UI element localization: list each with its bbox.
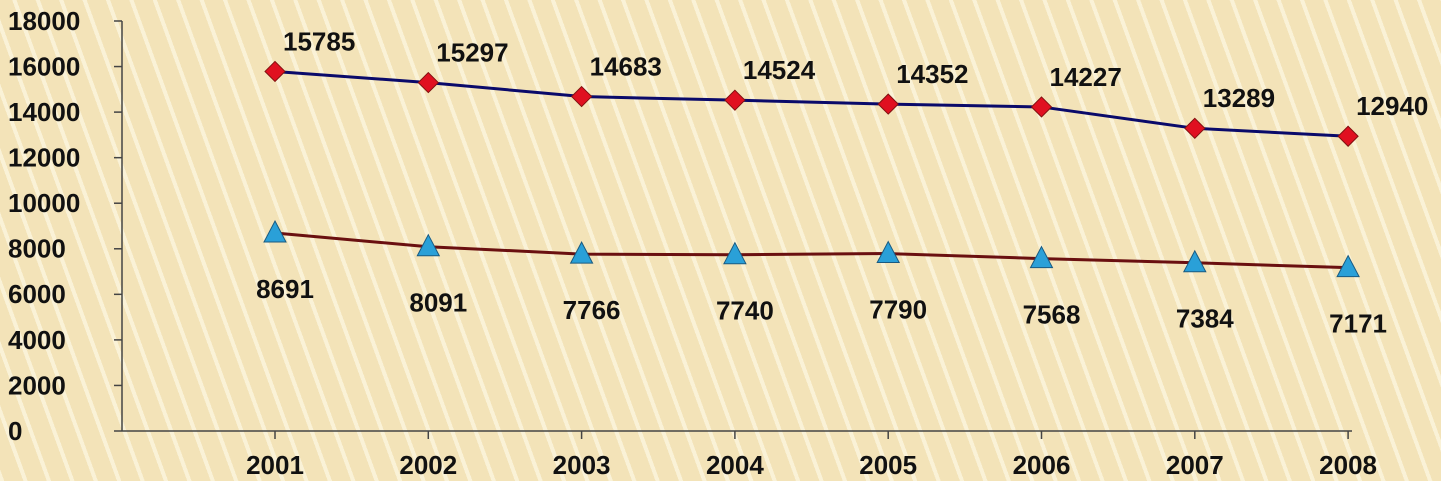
marker [1030, 96, 1053, 118]
marker [417, 71, 440, 94]
marker [723, 241, 747, 265]
y-tick-label: 0 [8, 416, 22, 446]
y-tick-label: 14000 [8, 97, 80, 127]
data-label: 7766 [563, 295, 621, 325]
series-line [274, 231, 1349, 270]
x-tick-label: 2007 [1166, 450, 1224, 480]
x-tick-label: 2004 [706, 450, 764, 480]
marker [263, 219, 287, 243]
marker [877, 93, 899, 115]
y-tick-label: 4000 [8, 325, 66, 355]
y-tick-label: 10000 [8, 188, 80, 218]
data-label: 14227 [1050, 62, 1122, 92]
data-label: 14352 [896, 59, 968, 89]
x-tick-label: 2002 [399, 450, 457, 480]
data-label: 7171 [1329, 309, 1387, 339]
data-label: 7790 [869, 294, 927, 324]
marker [876, 240, 901, 264]
x-tick-label: 2001 [246, 450, 304, 480]
data-label: 13289 [1203, 83, 1275, 113]
marker [416, 233, 441, 257]
x-tick-label: 2003 [553, 450, 611, 480]
data-label: 7740 [716, 296, 774, 326]
x-tick-label: 2008 [1319, 450, 1377, 480]
data-label: 15297 [436, 37, 508, 67]
y-tick-label: 8000 [8, 234, 66, 264]
y-tick-label: 16000 [8, 51, 80, 81]
marker [264, 60, 286, 83]
series-line [274, 69, 1349, 138]
data-label: 14524 [743, 55, 816, 85]
data-label: 8091 [409, 288, 467, 318]
marker [1184, 117, 1206, 140]
marker [1182, 249, 1207, 273]
marker [1337, 125, 1359, 147]
marker [570, 85, 593, 108]
data-label: 8691 [256, 274, 314, 304]
data-label: 7384 [1176, 304, 1234, 334]
data-label: 15785 [283, 26, 355, 56]
y-tick-label: 18000 [8, 6, 80, 36]
data-label: 14683 [590, 51, 662, 81]
x-tick-label: 2005 [859, 450, 917, 480]
marker [724, 89, 746, 111]
data-label: 12940 [1356, 91, 1428, 121]
marker [569, 241, 594, 264]
y-tick-label: 2000 [8, 370, 66, 400]
x-tick-label: 2006 [1013, 450, 1071, 480]
marker [1336, 254, 1360, 278]
marker [1029, 245, 1054, 269]
data-label: 7568 [1023, 299, 1081, 329]
y-tick-label: 6000 [8, 279, 66, 309]
y-tick-label: 12000 [8, 143, 80, 173]
